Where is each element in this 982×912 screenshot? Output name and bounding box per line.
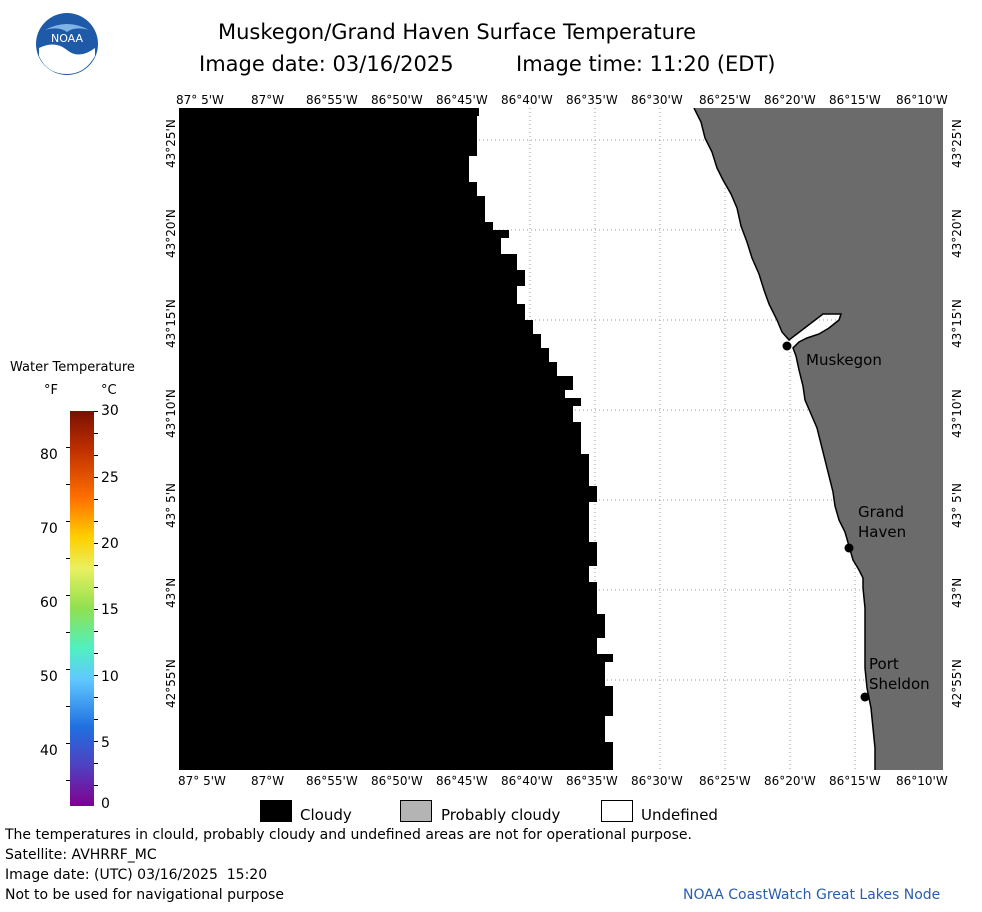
lon-tick-bottom: 87° 5'W bbox=[178, 774, 226, 788]
lon-tick-top: 86°30'W bbox=[631, 93, 683, 107]
colorbar-c-label: 20 bbox=[101, 536, 119, 552]
lon-tick-top: 86°20'W bbox=[764, 93, 816, 107]
lat-tick-left: 43°15'N bbox=[164, 299, 178, 348]
nav-warning-text: Not to be used for navigational purpose bbox=[5, 887, 284, 903]
legend-swatch-undefined bbox=[601, 800, 633, 822]
colorbar-f-label: 60 bbox=[40, 595, 58, 611]
lon-tick-top: 86°25'W bbox=[699, 93, 751, 107]
colorbar-c-label: 25 bbox=[101, 470, 119, 486]
city-label-muskegon: Muskegon bbox=[806, 351, 882, 369]
disclaimer-text: The temperatures in clould, probably clo… bbox=[5, 827, 692, 843]
lon-tick-top: 87°W bbox=[251, 93, 285, 107]
colorbar-title: Water Temperature bbox=[10, 360, 135, 375]
grand-haven-marker[interactable] bbox=[844, 543, 854, 553]
colorbar-f-label: 80 bbox=[40, 447, 58, 463]
satellite-text: Satellite: AVHRRF_MC bbox=[5, 847, 157, 863]
noaa-logo: NOAA bbox=[35, 12, 99, 76]
colorbar-unit-f: °F bbox=[44, 383, 58, 398]
lon-tick-bottom: 86°30'W bbox=[631, 774, 683, 788]
legend-label-undefined: Undefined bbox=[641, 806, 718, 824]
colorbar-c-label: 30 bbox=[101, 403, 119, 419]
lat-tick-left: 43°20'N bbox=[164, 209, 178, 258]
legend-label-cloudy: Cloudy bbox=[300, 806, 352, 824]
lat-tick-left: 43°N bbox=[164, 577, 178, 608]
cloudy-area bbox=[179, 108, 613, 770]
utc-date-text: Image date: (UTC) 03/16/2025 15:20 bbox=[5, 867, 268, 883]
legend-swatch-cloudy bbox=[260, 800, 292, 822]
lon-tick-bottom: 86°35'W bbox=[566, 774, 618, 788]
colorbar-c-label: 0 bbox=[101, 796, 110, 812]
image-time-label: Image time: 11:20 (EDT) bbox=[516, 52, 776, 76]
lon-tick-bottom: 86°45'W bbox=[436, 774, 488, 788]
map-panel[interactable] bbox=[179, 108, 943, 770]
noaa-logo-text: NOAA bbox=[51, 32, 84, 45]
colorbar-c-label: 5 bbox=[101, 735, 110, 751]
muskegon-marker[interactable] bbox=[782, 341, 792, 351]
legend-label-probably-cloudy: Probably cloudy bbox=[441, 806, 561, 824]
lon-tick-bottom: 86°15'W bbox=[829, 774, 881, 788]
lat-tick-right: 43°N bbox=[950, 577, 964, 608]
lon-tick-bottom: 86°20'W bbox=[764, 774, 816, 788]
lon-tick-top: 86°15'W bbox=[829, 93, 881, 107]
credit-text: NOAA CoastWatch Great Lakes Node bbox=[683, 887, 941, 903]
map-title: Muskegon/Grand Haven Surface Temperature bbox=[218, 20, 697, 44]
colorbar-f-label: 50 bbox=[40, 669, 58, 685]
lon-tick-bottom: 87°W bbox=[251, 774, 285, 788]
lat-tick-left: 42°55'N bbox=[164, 659, 178, 708]
lat-tick-left: 43° 5'N bbox=[164, 483, 178, 528]
colorbar-f-label: 40 bbox=[40, 743, 58, 759]
lat-tick-right: 42°55'N bbox=[950, 659, 964, 708]
lon-tick-bottom: 86°55'W bbox=[306, 774, 358, 788]
colorbar-c-label: 10 bbox=[101, 669, 119, 685]
city-label-grand-haven: Grand Haven bbox=[858, 503, 907, 541]
lat-tick-right: 43° 5'N bbox=[950, 483, 964, 528]
map-svg bbox=[179, 108, 943, 770]
legend-swatch-probably-cloudy bbox=[400, 800, 432, 822]
coastline bbox=[693, 108, 876, 770]
lon-tick-bottom: 86°10'W bbox=[896, 774, 948, 788]
colorbar-unit-c: °C bbox=[101, 383, 117, 398]
colorbar-f-ticks bbox=[66, 411, 70, 806]
lat-tick-right: 43°25'N bbox=[950, 119, 964, 168]
noaa-logo-icon: NOAA bbox=[36, 13, 98, 75]
lon-tick-bottom: 86°50'W bbox=[371, 774, 423, 788]
lon-tick-top: 86°50'W bbox=[371, 93, 423, 107]
lon-tick-bottom: 86°40'W bbox=[501, 774, 553, 788]
lat-tick-right: 43°15'N bbox=[950, 299, 964, 348]
land-area bbox=[694, 108, 943, 770]
lat-tick-left: 43°10'N bbox=[164, 389, 178, 438]
lon-tick-top: 86°10'W bbox=[896, 93, 948, 107]
lat-tick-right: 43°10'N bbox=[950, 389, 964, 438]
colorbar-c-label: 15 bbox=[101, 602, 119, 618]
colorbar-c-ticks bbox=[94, 411, 98, 806]
colorbar-gradient bbox=[70, 411, 94, 806]
lon-tick-top: 86°45'W bbox=[436, 93, 488, 107]
city-label-port-sheldon: Port Sheldon bbox=[869, 655, 930, 693]
lon-tick-top: 86°40'W bbox=[501, 93, 553, 107]
lon-tick-top: 87° 5'W bbox=[176, 93, 224, 107]
lat-tick-right: 43°20'N bbox=[950, 209, 964, 258]
lat-tick-left: 43°25'N bbox=[164, 119, 178, 168]
image-date-label: Image date: 03/16/2025 bbox=[199, 52, 454, 76]
lon-tick-bottom: 86°25'W bbox=[699, 774, 751, 788]
port-sheldon-marker[interactable] bbox=[860, 692, 870, 702]
lon-tick-top: 86°55'W bbox=[306, 93, 358, 107]
colorbar-f-label: 70 bbox=[40, 521, 58, 537]
lon-tick-top: 86°35'W bbox=[566, 93, 618, 107]
